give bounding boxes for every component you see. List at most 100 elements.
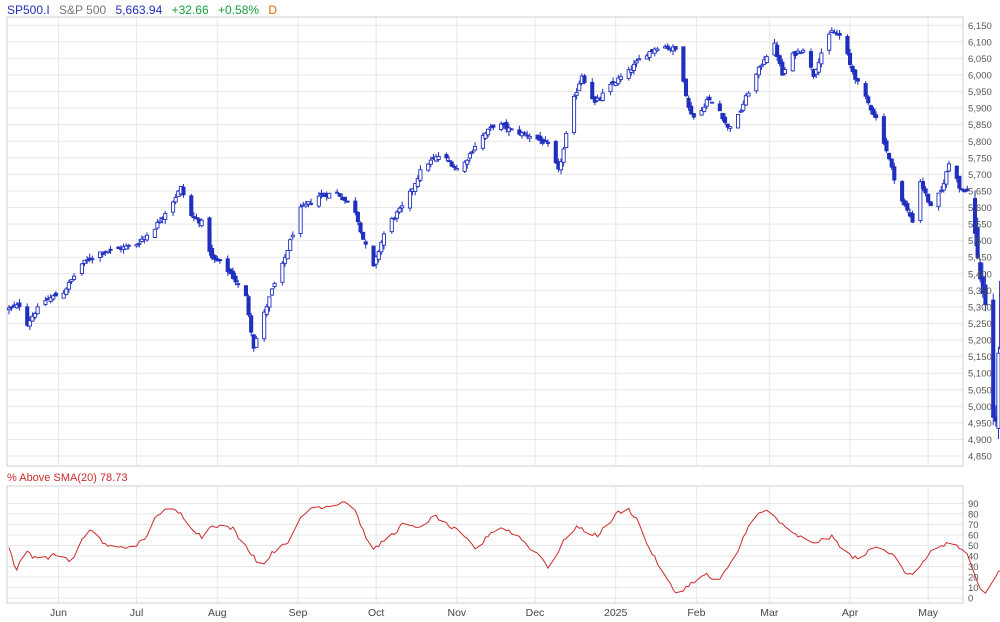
candle-body [616,77,621,85]
candle-body [743,95,748,106]
candle-body [374,256,379,265]
candle-body [381,233,387,246]
candle-body [816,61,821,73]
x-tick-label: Oct [368,607,384,619]
price-panel-frame [6,16,964,467]
candle-body [230,270,235,279]
candle-body [637,58,642,61]
candle-body [64,288,69,295]
candle-body [217,259,222,262]
candle-body [829,30,834,33]
price-panel-grid [7,17,963,466]
candle-body [282,256,288,264]
x-tick-label: Feb [687,607,705,619]
candle-body [618,76,623,80]
price-tick-label: 5,850 [968,120,992,131]
candle-body [249,315,254,333]
candle-body [467,153,472,159]
candle-body [499,123,504,130]
candle-body [683,78,689,97]
candle-body [853,69,858,80]
x-tick-label: 2025 [604,607,628,619]
candle-body [707,96,712,101]
candle-body [918,181,923,221]
candle-body [43,300,48,306]
candle-body [577,83,582,92]
candle-body [509,128,514,131]
candle-body [473,145,478,151]
candle-body [236,283,241,286]
indicator-tick-label: 80 [968,510,979,521]
price-tick-label: 5,500 [968,236,992,247]
candle-body [686,97,691,108]
candle-body [991,299,996,418]
x-tick-label: May [918,607,939,619]
candle-body [170,201,176,213]
candle-body [124,245,129,250]
candle-body [957,175,962,189]
candle-body [452,166,457,168]
candle-body [689,105,694,115]
candle-body [194,217,199,220]
price-tick-label: 5,450 [968,253,992,264]
candle-body [254,337,259,348]
x-tick-label: Mar [760,607,779,619]
candle-body [319,192,324,196]
candle-body [673,46,678,50]
candle-body [9,306,14,309]
price-change: +32.66 [171,3,209,17]
candle-body [389,217,394,233]
candle-body [212,255,217,260]
price-tick-label: 5,750 [968,153,992,164]
candle-body [157,220,163,224]
candle-body [415,178,420,187]
candle-body [736,114,741,129]
symbol-label[interactable]: SP500.I [7,3,50,17]
candle-body [900,181,905,202]
candle-body [454,168,459,171]
indicator-tick-label: 40 [968,552,979,563]
candle-body [353,200,358,213]
candle-body [944,171,949,185]
instrument-name: S&P 500 [59,3,107,17]
candle-body [691,113,696,118]
price-change-percent: +0.58% [218,3,260,17]
price-tick-label: 5,550 [968,220,992,231]
candle-body [173,197,178,203]
price-tick-label: 5,200 [968,336,992,347]
candle-body [941,183,946,191]
candle-body [926,193,931,203]
x-tick-label: Apr [842,607,859,619]
candle-body [280,262,285,283]
candle-body [155,221,160,229]
candle-body [298,206,303,234]
price-tick-label: 6,050 [968,54,992,65]
candle-body [79,263,84,274]
candle-body [936,192,941,208]
price-tick-label: 5,250 [968,319,992,330]
candle-body [647,51,652,58]
candle-body [400,205,405,209]
candle-body [759,64,764,68]
candle-body [590,81,595,100]
price-tick-label: 4,900 [968,435,992,446]
indicator-panel-frame [6,485,964,604]
period-label[interactable]: D [268,3,278,17]
candle-body [480,135,485,149]
candle-body [25,306,30,326]
candle-body [850,65,855,72]
price-tick-label: 5,650 [968,186,992,197]
candle-body [376,251,381,260]
candle-body [144,234,150,241]
indicator-label[interactable]: % Above SMA(20) [7,472,97,484]
candle-body [462,161,467,172]
candle-body [233,275,238,283]
candle-body [290,234,295,238]
indicator-value: 78.73 [99,472,128,484]
candle-body [764,56,769,64]
price-tick-label: 5,600 [968,203,992,214]
price-tick-label: 4,950 [968,418,992,429]
price-tick-label: 4,850 [968,452,992,463]
